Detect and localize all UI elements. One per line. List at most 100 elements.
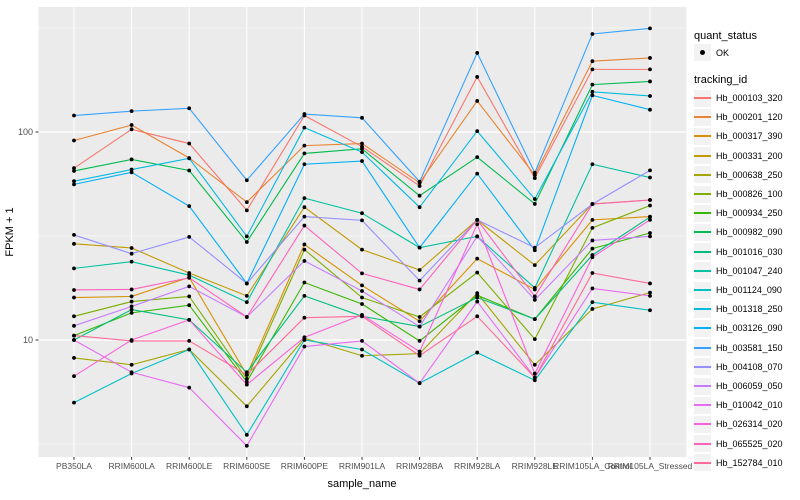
data-point <box>648 293 652 298</box>
data-point <box>417 339 422 343</box>
data-point <box>72 400 76 405</box>
data-point <box>475 99 480 103</box>
data-point <box>532 362 537 367</box>
legend-line-swatch <box>694 212 711 215</box>
legend-entry-label: Hb_065525_020 <box>716 438 783 449</box>
data-point <box>244 379 249 384</box>
data-point <box>187 385 192 390</box>
data-point <box>590 202 595 207</box>
data-point <box>532 197 537 201</box>
data-point <box>129 310 134 315</box>
data-point <box>72 314 76 319</box>
data-point <box>72 338 76 342</box>
data-point <box>244 443 249 448</box>
data-point <box>129 287 134 292</box>
legend-key-box <box>694 319 711 337</box>
legend-line-swatch <box>694 97 711 99</box>
legend-line-swatch <box>694 193 711 195</box>
legend-title-tracking-id: tracking_id <box>694 74 748 86</box>
data-point <box>590 246 595 251</box>
legend-line-swatch <box>694 385 711 387</box>
y-tick-label: 100 <box>17 127 33 137</box>
data-point <box>590 238 595 243</box>
data-point <box>417 278 422 283</box>
data-point <box>360 159 364 163</box>
x-axis-title: sample_name <box>327 478 397 490</box>
data-point <box>590 217 595 222</box>
legend-entry-label: Hb_000317_390 <box>716 131 783 142</box>
data-point <box>129 109 134 114</box>
data-point <box>360 115 364 120</box>
legend-entry-label: Hb_000982_090 <box>716 227 783 238</box>
data-point <box>417 205 422 210</box>
data-point <box>244 372 249 377</box>
legend-line-swatch <box>694 116 711 119</box>
data-point <box>648 94 652 98</box>
data-point <box>244 377 249 381</box>
legend-entry-Hb_152784_010: Hb_152784_010 <box>694 454 783 472</box>
data-point <box>648 308 652 313</box>
data-point <box>129 339 134 343</box>
data-point <box>244 404 249 409</box>
data-point <box>244 315 249 319</box>
data-point <box>302 151 307 156</box>
data-point <box>129 246 134 250</box>
data-point <box>187 339 192 343</box>
data-point <box>590 162 595 167</box>
legend-line-swatch <box>694 231 711 234</box>
x-tick-label: RRIM600PE <box>280 461 329 471</box>
data-point <box>360 150 364 155</box>
data-point <box>590 67 595 72</box>
data-point <box>417 184 422 188</box>
data-point <box>244 178 249 183</box>
data-point <box>129 362 134 367</box>
data-point <box>417 287 422 292</box>
data-point <box>590 255 595 260</box>
data-point <box>417 179 422 184</box>
data-point <box>72 288 76 292</box>
data-point <box>302 344 307 349</box>
legend-entry-Hb_065525_020: Hb_065525_020 <box>694 435 783 453</box>
data-point <box>244 234 249 239</box>
legend-entry-label: Hb_000934_250 <box>716 208 783 219</box>
data-point <box>417 193 422 198</box>
legend-line-swatch <box>694 442 711 445</box>
legend-line-swatch <box>694 154 711 157</box>
data-point <box>360 295 364 300</box>
legend-key-box <box>694 377 711 395</box>
data-point <box>360 141 364 146</box>
data-point <box>244 208 249 213</box>
data-point <box>532 170 537 175</box>
data-point <box>302 259 307 263</box>
data-point <box>129 127 134 132</box>
data-point <box>532 317 537 322</box>
data-point <box>129 157 134 162</box>
legend-entry-label: Hb_006059_050 <box>716 381 783 391</box>
data-point <box>129 307 134 312</box>
x-tick-label: RRIM105LA_Stressed <box>607 461 693 471</box>
data-point <box>417 245 422 250</box>
legend-entry-Hb_000982_090: Hb_000982_090 <box>694 223 783 241</box>
legend-line-swatch <box>694 250 711 253</box>
data-point <box>360 314 364 319</box>
data-point <box>302 247 307 252</box>
legend-entry-label: Hb_010042_010 <box>716 400 783 411</box>
data-point <box>244 432 249 437</box>
legend-entry-Hb_000826_100: Hb_000826_100 <box>694 185 783 203</box>
data-point <box>590 307 595 311</box>
data-point <box>129 370 134 375</box>
data-point <box>129 304 134 309</box>
legend-key-box <box>694 166 711 184</box>
legend-entry-Hb_000934_250: Hb_000934_250 <box>694 204 783 222</box>
data-point <box>417 268 422 272</box>
y-axis-title: FPKM + 1 <box>4 207 16 257</box>
data-point <box>532 286 537 290</box>
data-point <box>302 112 307 116</box>
legend-line-swatch <box>694 135 711 138</box>
legend-entry-label: Hb_026314_020 <box>716 419 783 430</box>
legend-key-box <box>694 281 711 299</box>
data-point <box>648 217 652 222</box>
data-point <box>590 82 595 87</box>
data-point <box>417 353 422 358</box>
data-point <box>532 371 537 376</box>
